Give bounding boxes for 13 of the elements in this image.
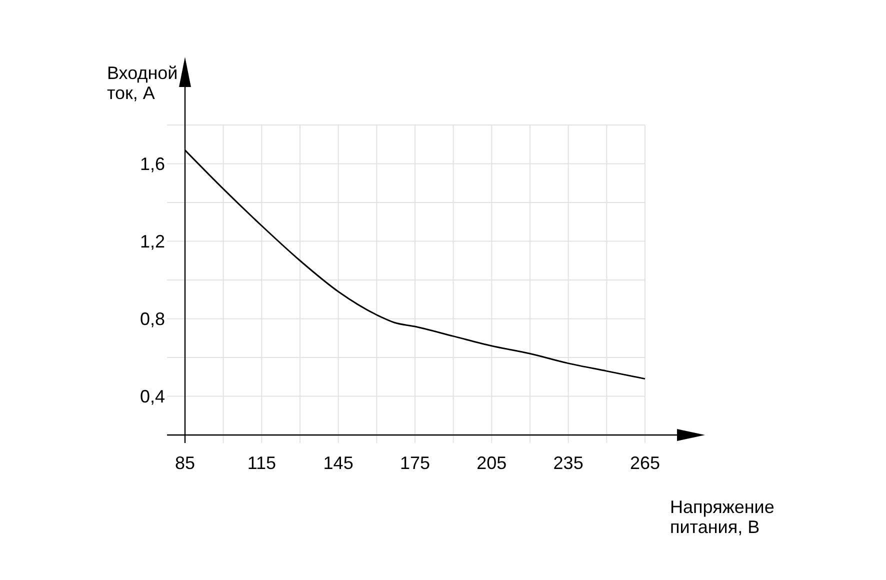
x-tick-label: 205	[476, 453, 507, 473]
x-tick-label: 175	[400, 453, 430, 473]
x-tick-label: 265	[630, 453, 660, 473]
x-tick-label: 145	[323, 453, 354, 473]
y-tick-label: 1,6	[140, 154, 165, 174]
x-tick-label: 115	[247, 453, 276, 473]
x-tick-label: 235	[553, 453, 584, 473]
y-axis-title: Входной ток, А	[107, 63, 178, 103]
y-tick-label: 0,4	[140, 386, 165, 406]
y-tick-label: 1,2	[140, 231, 165, 252]
x-tick-label: 85	[174, 453, 196, 473]
x-axis-title: Напряжение питания, В	[670, 497, 774, 537]
y-tick-label: 0,8	[140, 308, 165, 329]
